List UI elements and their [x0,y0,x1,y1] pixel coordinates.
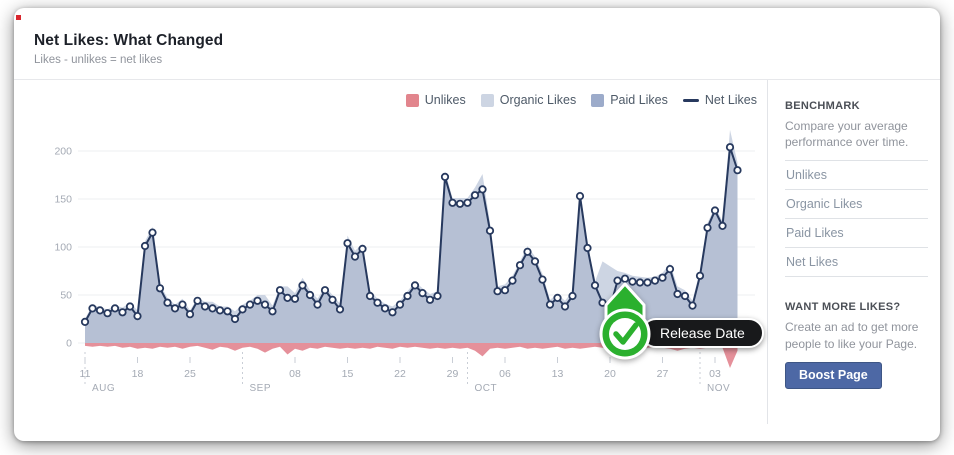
page-subtitle: Likes - unlikes = net likes [34,54,163,66]
svg-text:AUG: AUG [92,383,115,394]
check-icon [613,322,639,345]
page-title: Net Likes: What Changed [34,32,224,49]
legend-swatch [682,98,699,102]
chart-legend: Unlikes Organic Likes Paid Likes Net Likes [405,93,757,107]
net-likes-chart[interactable]: 0 50 100 150 200 AUG SEP OCT NOV 11 18 25 08 15 22 29 06… [14,118,767,422]
benchmark-item-paid-likes[interactable]: Paid Likes [785,218,928,247]
svg-text:13: 13 [552,368,564,380]
svg-text:22: 22 [394,368,406,380]
svg-text:03: 03 [709,368,721,380]
legend-item-paid-likes[interactable]: Paid Likes [591,93,668,107]
svg-text:20: 20 [604,368,616,380]
svg-text:18: 18 [132,368,144,380]
svg-text:OCT: OCT [475,383,498,394]
svg-text:25: 25 [184,368,196,380]
svg-text:11: 11 [80,368,91,380]
red-dot [16,15,21,20]
svg-text:150: 150 [54,194,72,206]
benchmark-item-unlikes[interactable]: Unlikes [785,160,928,189]
benchmark-list: Unlikes Organic Likes Paid Likes Net Likes [785,160,928,278]
release-date-marker[interactable] [595,278,655,364]
svg-text:200: 200 [54,146,72,158]
benchmark-heading: BENCHMARK [785,100,860,112]
legend-swatch [480,93,494,107]
benchmark-description: Compare your average performance over ti… [785,119,909,150]
legend-item-net-likes[interactable]: Net Likes [682,93,757,107]
release-date-label: Release Date [660,325,745,341]
svg-text:0: 0 [66,338,72,350]
chart-area: Unlikes Organic Likes Paid Likes Net Likes … [14,80,767,425]
benchmark-item-organic-likes[interactable]: Organic Likes [785,189,928,218]
card-header: Net Likes: What Changed Likes - unlikes … [14,8,940,79]
benchmark-sidebar: BENCHMARK Compare your average performan… [767,80,940,424]
svg-text:50: 50 [60,290,72,302]
boost-page-button[interactable]: Boost Page [785,361,882,389]
svg-text:29: 29 [447,368,459,380]
benchmark-item-net-likes[interactable]: Net Likes [785,247,928,278]
svg-text:08: 08 [289,368,301,380]
svg-text:NOV: NOV [707,383,730,394]
promo-description: Create an ad to get more people to like … [785,320,919,351]
promo-section: WANT MORE LIKES? Create an ad to get mor… [785,301,928,389]
chart-canvas[interactable]: 0 50 100 150 200 AUG SEP OCT NOV 11 18 25 08 15 22 29 06… [14,118,767,422]
legend-item-unlikes[interactable]: Unlikes [405,93,466,107]
legend-label: Net Likes [704,93,757,107]
svg-text:15: 15 [342,368,354,380]
svg-text:06: 06 [499,368,511,380]
svg-text:27: 27 [657,368,669,380]
svg-text:100: 100 [54,242,72,254]
legend-label: Unlikes [424,93,466,107]
svg-text:SEP: SEP [250,383,272,394]
legend-swatch [591,93,605,107]
legend-label: Organic Likes [499,93,577,107]
insights-card: Net Likes: What Changed Likes - unlikes … [14,8,940,441]
legend-item-organic-likes[interactable]: Organic Likes [480,93,577,107]
legend-label: Paid Likes [610,93,668,107]
legend-swatch [405,93,419,107]
promo-heading: WANT MORE LIKES? [785,301,901,314]
release-date-tooltip: Release Date [641,318,764,348]
